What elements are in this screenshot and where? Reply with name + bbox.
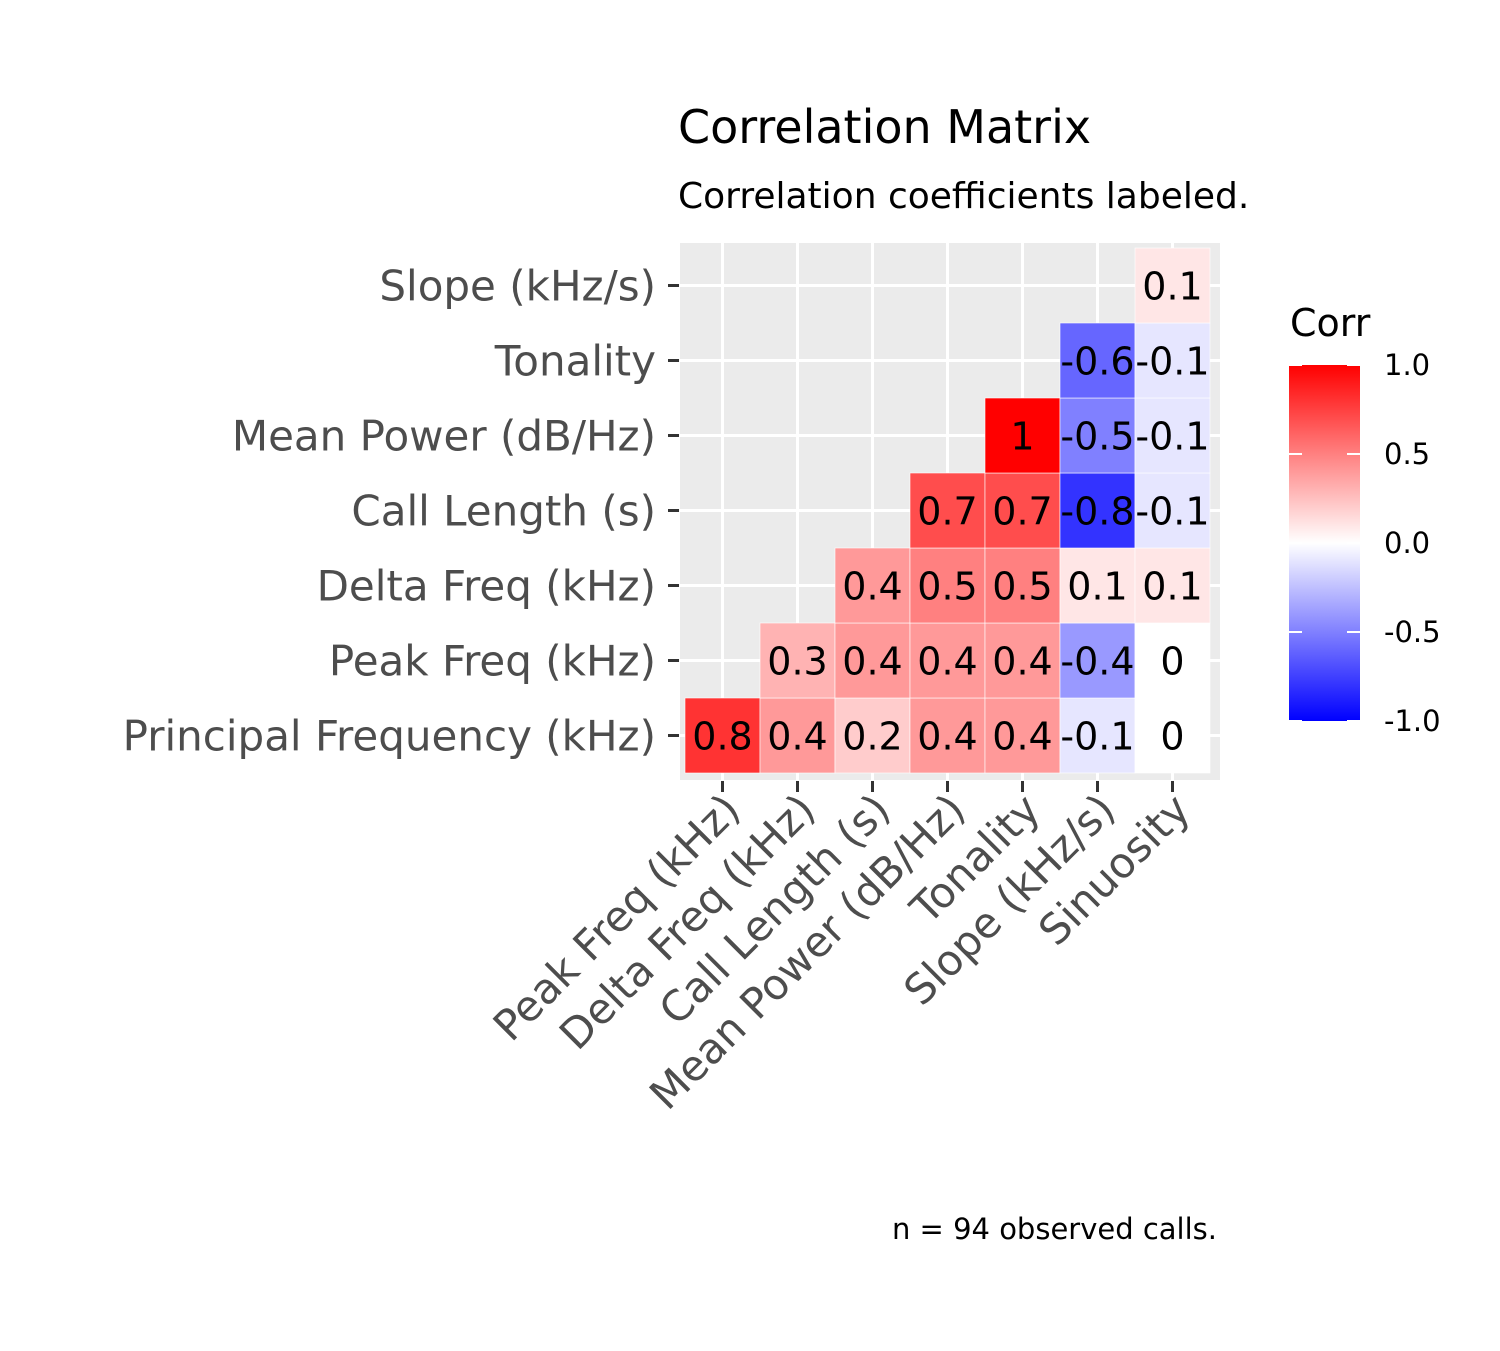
heatmap-cell — [909, 547, 986, 624]
cell-value-label: -0.5 — [1060, 415, 1134, 459]
cell-value-label: 0.7 — [917, 490, 977, 534]
heatmap-cells — [684, 247, 1211, 774]
heatmap-cell — [1134, 247, 1211, 324]
cell-value-label: -0.1 — [1060, 715, 1134, 759]
y-tick-label-principal-frequency-khz: Principal Frequency (kHz) — [123, 712, 656, 761]
y-tick-label-delta-freq-khz: Delta Freq (kHz) — [317, 562, 656, 611]
heatmap-cell — [909, 697, 986, 774]
y-tick-label-tonality: Tonality — [494, 337, 656, 386]
cell-value-label: 0.2 — [842, 715, 902, 759]
cell-value-label: -0.6 — [1060, 340, 1134, 384]
heatmap-cell — [984, 547, 1061, 624]
cell-value-label: 0.7 — [992, 490, 1052, 534]
legend-tick-label: 0.5 — [1384, 437, 1430, 471]
legend: Corr 1.0 0.5 0.0 -0.5 -1.0 — [1289, 301, 1441, 738]
heatmap-cell — [834, 622, 911, 699]
heatmap-cell — [1059, 547, 1136, 624]
heatmap-cell — [909, 622, 986, 699]
heatmap-cell — [1134, 322, 1211, 399]
legend-title: Corr — [1290, 301, 1371, 345]
y-tick-label-mean-power-db-hz: Mean Power (dB/Hz) — [232, 412, 656, 461]
heatmap-cell — [759, 622, 836, 699]
heatmap-cell — [684, 697, 761, 774]
heatmap-cell — [1059, 697, 1136, 774]
cell-value-label: 0.8 — [692, 715, 752, 759]
heatmap-cell — [909, 472, 986, 549]
y-tick-label-call-length-s: Call Length (s) — [351, 487, 656, 536]
legend-tick-label: 0.0 — [1384, 526, 1430, 560]
cell-value-label: -0.4 — [1060, 640, 1134, 684]
heatmap-cell — [1134, 397, 1211, 474]
heatmap-cell — [984, 622, 1061, 699]
heatmap-cell — [1059, 397, 1136, 474]
cell-value-label: 0.3 — [767, 640, 827, 684]
cell-value-label: 0.5 — [917, 565, 977, 609]
heatmap-cell — [1059, 322, 1136, 399]
cell-value-label: -0.1 — [1135, 490, 1209, 534]
cell-value-label: 0.5 — [992, 565, 1052, 609]
cell-value-label: 0 — [1160, 715, 1184, 759]
y-tick-label-slope-khz-s: Slope (kHz/s) — [379, 262, 656, 311]
y-tick-label-peak-freq-khz: Peak Freq (kHz) — [329, 637, 656, 686]
cell-value-label: 0 — [1160, 640, 1184, 684]
heatmap-cell — [834, 697, 911, 774]
cell-value-label: 0.4 — [767, 715, 827, 759]
cell-value-label: 0.1 — [1142, 565, 1202, 609]
cell-value-label: -0.1 — [1135, 340, 1209, 384]
cell-value-label: 0.4 — [917, 715, 977, 759]
cell-labels: 0.8 0.4 0.2 0.4 0.4 -0.1 00.3 0.4 0.4 0.4 -0.4 00.4… — [692, 265, 1209, 759]
chart-subtitle: Correlation coefficients labeled. — [678, 176, 1249, 217]
cell-value-label: 0.4 — [992, 640, 1052, 684]
legend-tick-label: 1.0 — [1384, 348, 1430, 382]
cell-value-label: -0.1 — [1135, 415, 1209, 459]
legend-tick-label: -1.0 — [1384, 704, 1441, 738]
heatmap-cell — [759, 697, 836, 774]
cell-value-label: 0.1 — [1067, 565, 1127, 609]
cell-value-label: 0.4 — [992, 715, 1052, 759]
heatmap-cell — [1059, 472, 1136, 549]
x-axis: Peak Freq (kHz)Delta Freq (kHz)Call Leng… — [484, 781, 1200, 1119]
heatmap-cell — [1134, 472, 1211, 549]
cell-value-label: 0.1 — [1142, 265, 1202, 309]
chart-title: Correlation Matrix — [678, 100, 1091, 154]
cell-value-label: 0.4 — [917, 640, 977, 684]
cell-value-label: 0.4 — [842, 565, 902, 609]
chart-caption: n = 94 observed calls. — [892, 1212, 1217, 1246]
y-axis: Principal Frequency (kHz) Peak Freq (kHz)… — [123, 262, 679, 761]
heatmap-cell — [984, 397, 1061, 474]
cell-value-label: -0.8 — [1060, 490, 1134, 534]
heatmap-cell — [1134, 547, 1211, 624]
cell-value-label: 1 — [1010, 415, 1034, 459]
cell-value-label: 0.4 — [842, 640, 902, 684]
heatmap-cell — [1134, 622, 1211, 699]
legend-tick-label: -0.5 — [1384, 615, 1441, 649]
